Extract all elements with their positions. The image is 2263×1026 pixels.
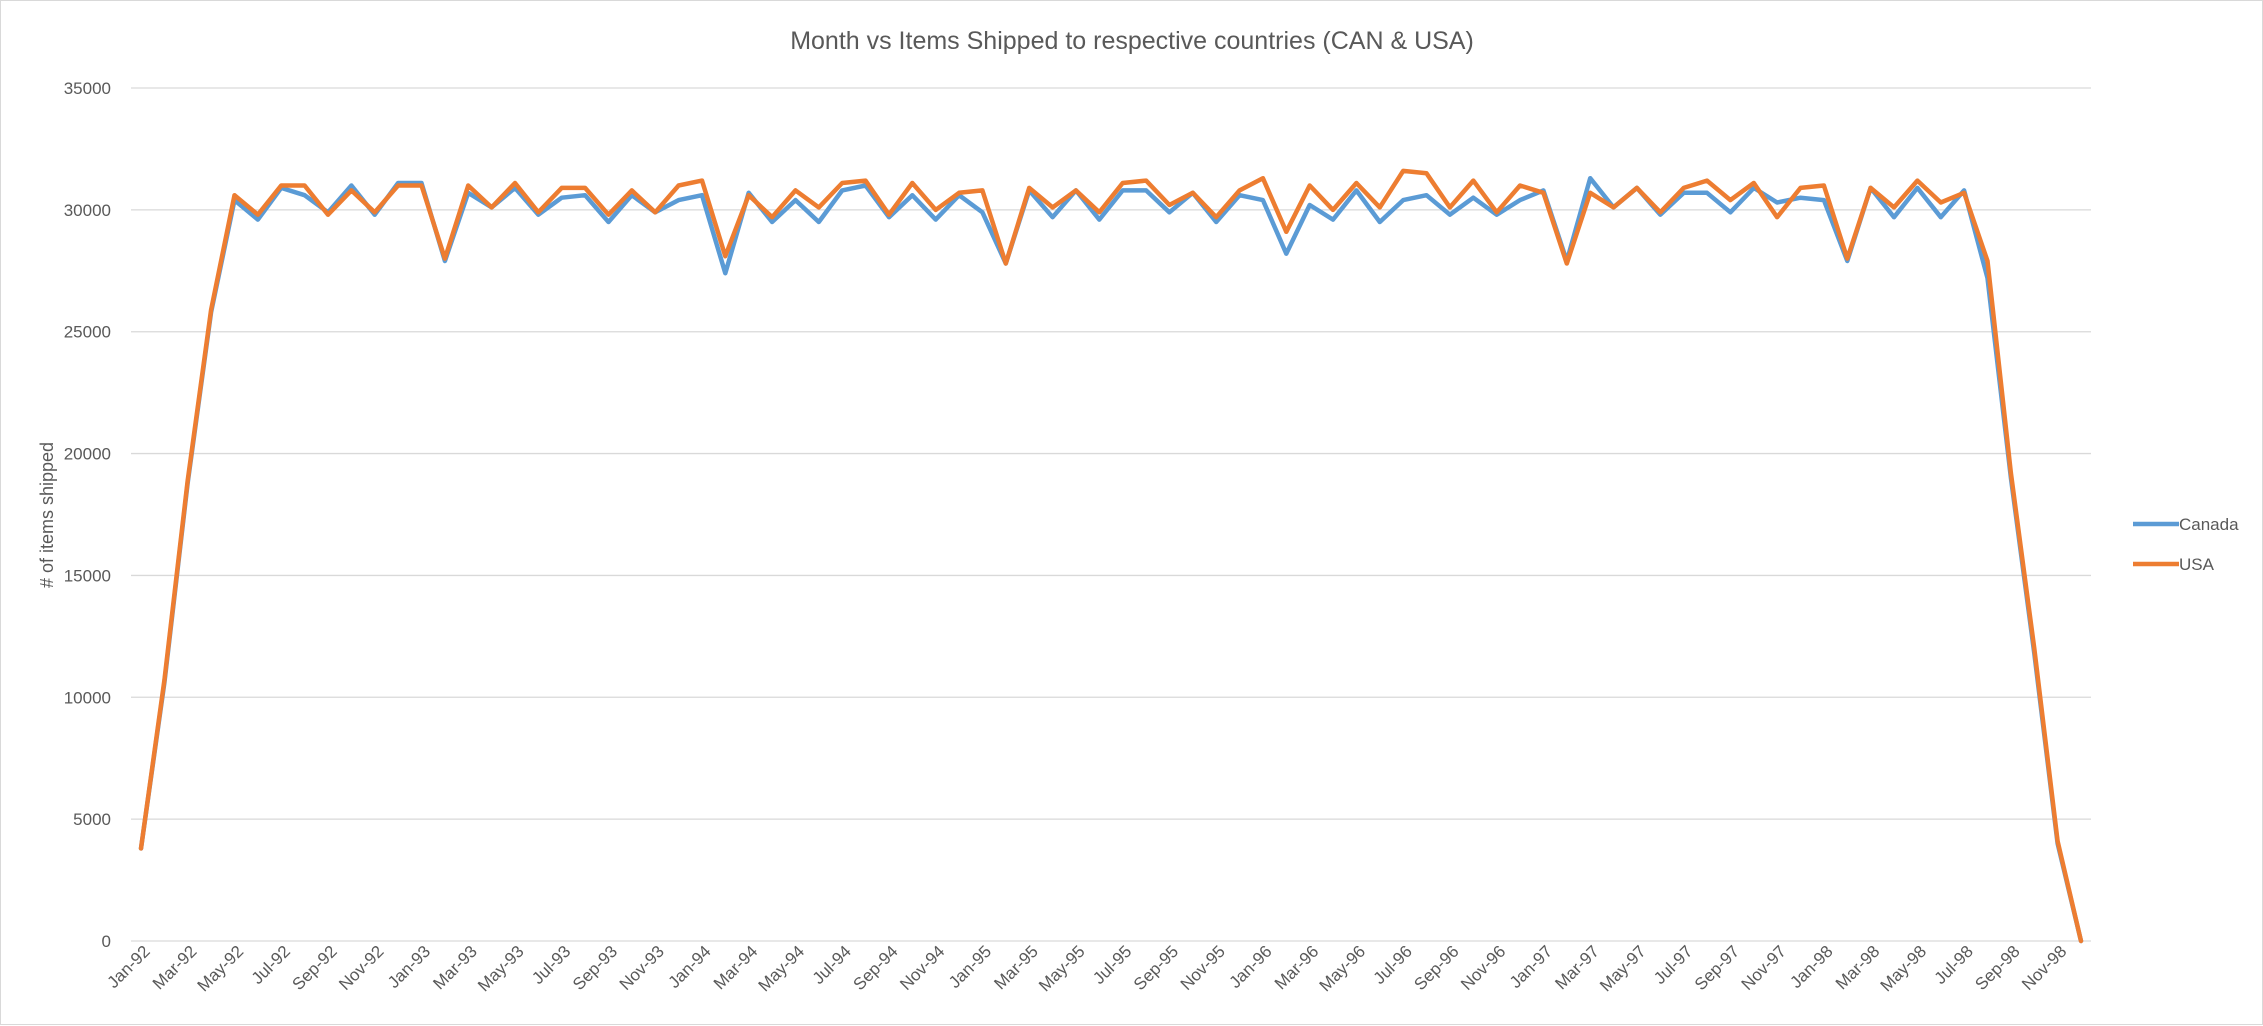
x-tick-label: Jan-95	[945, 942, 995, 992]
x-tick-label: Jan-98	[1786, 942, 1836, 992]
x-tick-label: Jul-94	[809, 942, 855, 988]
x-tick-label: May-97	[1596, 942, 1650, 996]
x-tick-label: Sep-92	[289, 942, 341, 994]
series-line-usa	[138, 168, 2084, 944]
x-tick-label: Sep-96	[1410, 942, 1462, 994]
series-line-canada	[138, 175, 2084, 944]
y-axis-label: # of items shipped	[37, 442, 57, 588]
x-tick-label: May-96	[1316, 942, 1370, 996]
y-tick-label: 15000	[64, 566, 111, 585]
x-tick-label: Nov-92	[335, 942, 387, 994]
x-tick-label: Mar-93	[429, 942, 481, 994]
x-tick-label: Sep-93	[569, 942, 621, 994]
x-tick-label: Sep-95	[1130, 942, 1182, 994]
x-tick-label: May-94	[755, 942, 809, 996]
x-tick-label: Mar-92	[149, 942, 201, 994]
y-axis-ticks: 0 5000 10000 15000 20000 25000 30000 35000	[64, 79, 111, 951]
x-tick-label: Jul-96	[1370, 942, 1416, 988]
legend-label-usa: USA	[2179, 555, 2215, 574]
y-tick-label: 10000	[64, 688, 111, 707]
y-tick-label: 25000	[64, 323, 111, 342]
x-tick-label: Jan-93	[384, 942, 434, 992]
x-tick-label: Nov-97	[1738, 942, 1790, 994]
x-tick-label: Jan-96	[1225, 942, 1275, 992]
x-tick-label: Jan-97	[1506, 942, 1556, 992]
x-tick-label: Jul-97	[1650, 942, 1696, 988]
x-tick-label: May-95	[1035, 942, 1089, 996]
x-tick-label: Jul-92	[248, 942, 294, 988]
x-tick-label: Mar-97	[1551, 942, 1603, 994]
x-tick-label: Jul-98	[1931, 942, 1977, 988]
x-tick-label: Nov-98	[2018, 942, 2070, 994]
y-tick-label: 5000	[73, 810, 111, 829]
series-lines	[138, 168, 2084, 944]
x-tick-label: May-98	[1877, 942, 1931, 996]
legend: Canada USA	[2133, 515, 2239, 574]
x-tick-label: Mar-96	[1271, 942, 1323, 994]
y-tick-label: 20000	[64, 445, 111, 464]
x-tick-label: Sep-94	[849, 942, 901, 994]
x-tick-label: Mar-94	[710, 942, 762, 994]
x-tick-label: Mar-98	[1832, 942, 1884, 994]
x-tick-label: Nov-94	[896, 942, 948, 994]
y-tick-label: 35000	[64, 79, 111, 98]
x-tick-label: May-93	[474, 942, 528, 996]
x-tick-label: Jul-95	[1089, 942, 1135, 988]
x-tick-label: Sep-97	[1691, 942, 1743, 994]
x-tick-label: May-92	[194, 942, 248, 996]
x-tick-label: Mar-95	[990, 942, 1042, 994]
x-tick-label: Jan-92	[104, 942, 154, 992]
chart-title: Month vs Items Shipped to respective cou…	[790, 27, 1474, 55]
y-tick-label: 0	[102, 932, 111, 951]
x-tick-label: Jan-94	[664, 942, 714, 992]
x-tick-label: Sep-98	[1971, 942, 2023, 994]
legend-label-canada: Canada	[2179, 515, 2239, 534]
x-tick-label: Nov-95	[1177, 942, 1229, 994]
gridlines	[131, 87, 2091, 942]
x-tick-label: Nov-93	[616, 942, 668, 994]
x-tick-label: Jul-93	[528, 942, 574, 988]
y-tick-label: 30000	[64, 201, 111, 220]
x-tick-label: Nov-96	[1457, 942, 1509, 994]
